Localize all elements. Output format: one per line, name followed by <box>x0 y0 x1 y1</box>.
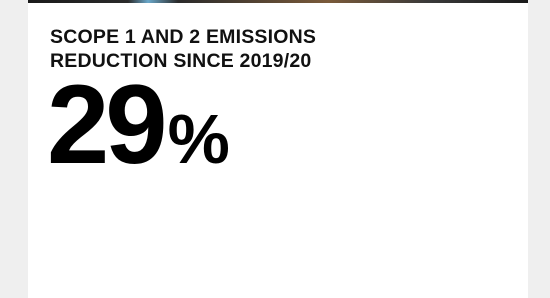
stat-number: 29 <box>47 62 164 187</box>
stat-card: SCOPE 1 AND 2 EMISSIONS REDUCTION SINCE … <box>28 3 528 298</box>
heading-line: SCOPE 1 AND 2 EMISSIONS <box>50 25 316 49</box>
page: SCOPE 1 AND 2 EMISSIONS REDUCTION SINCE … <box>0 0 550 298</box>
stat-unit: % <box>168 100 230 178</box>
stat: 29% <box>47 69 230 181</box>
